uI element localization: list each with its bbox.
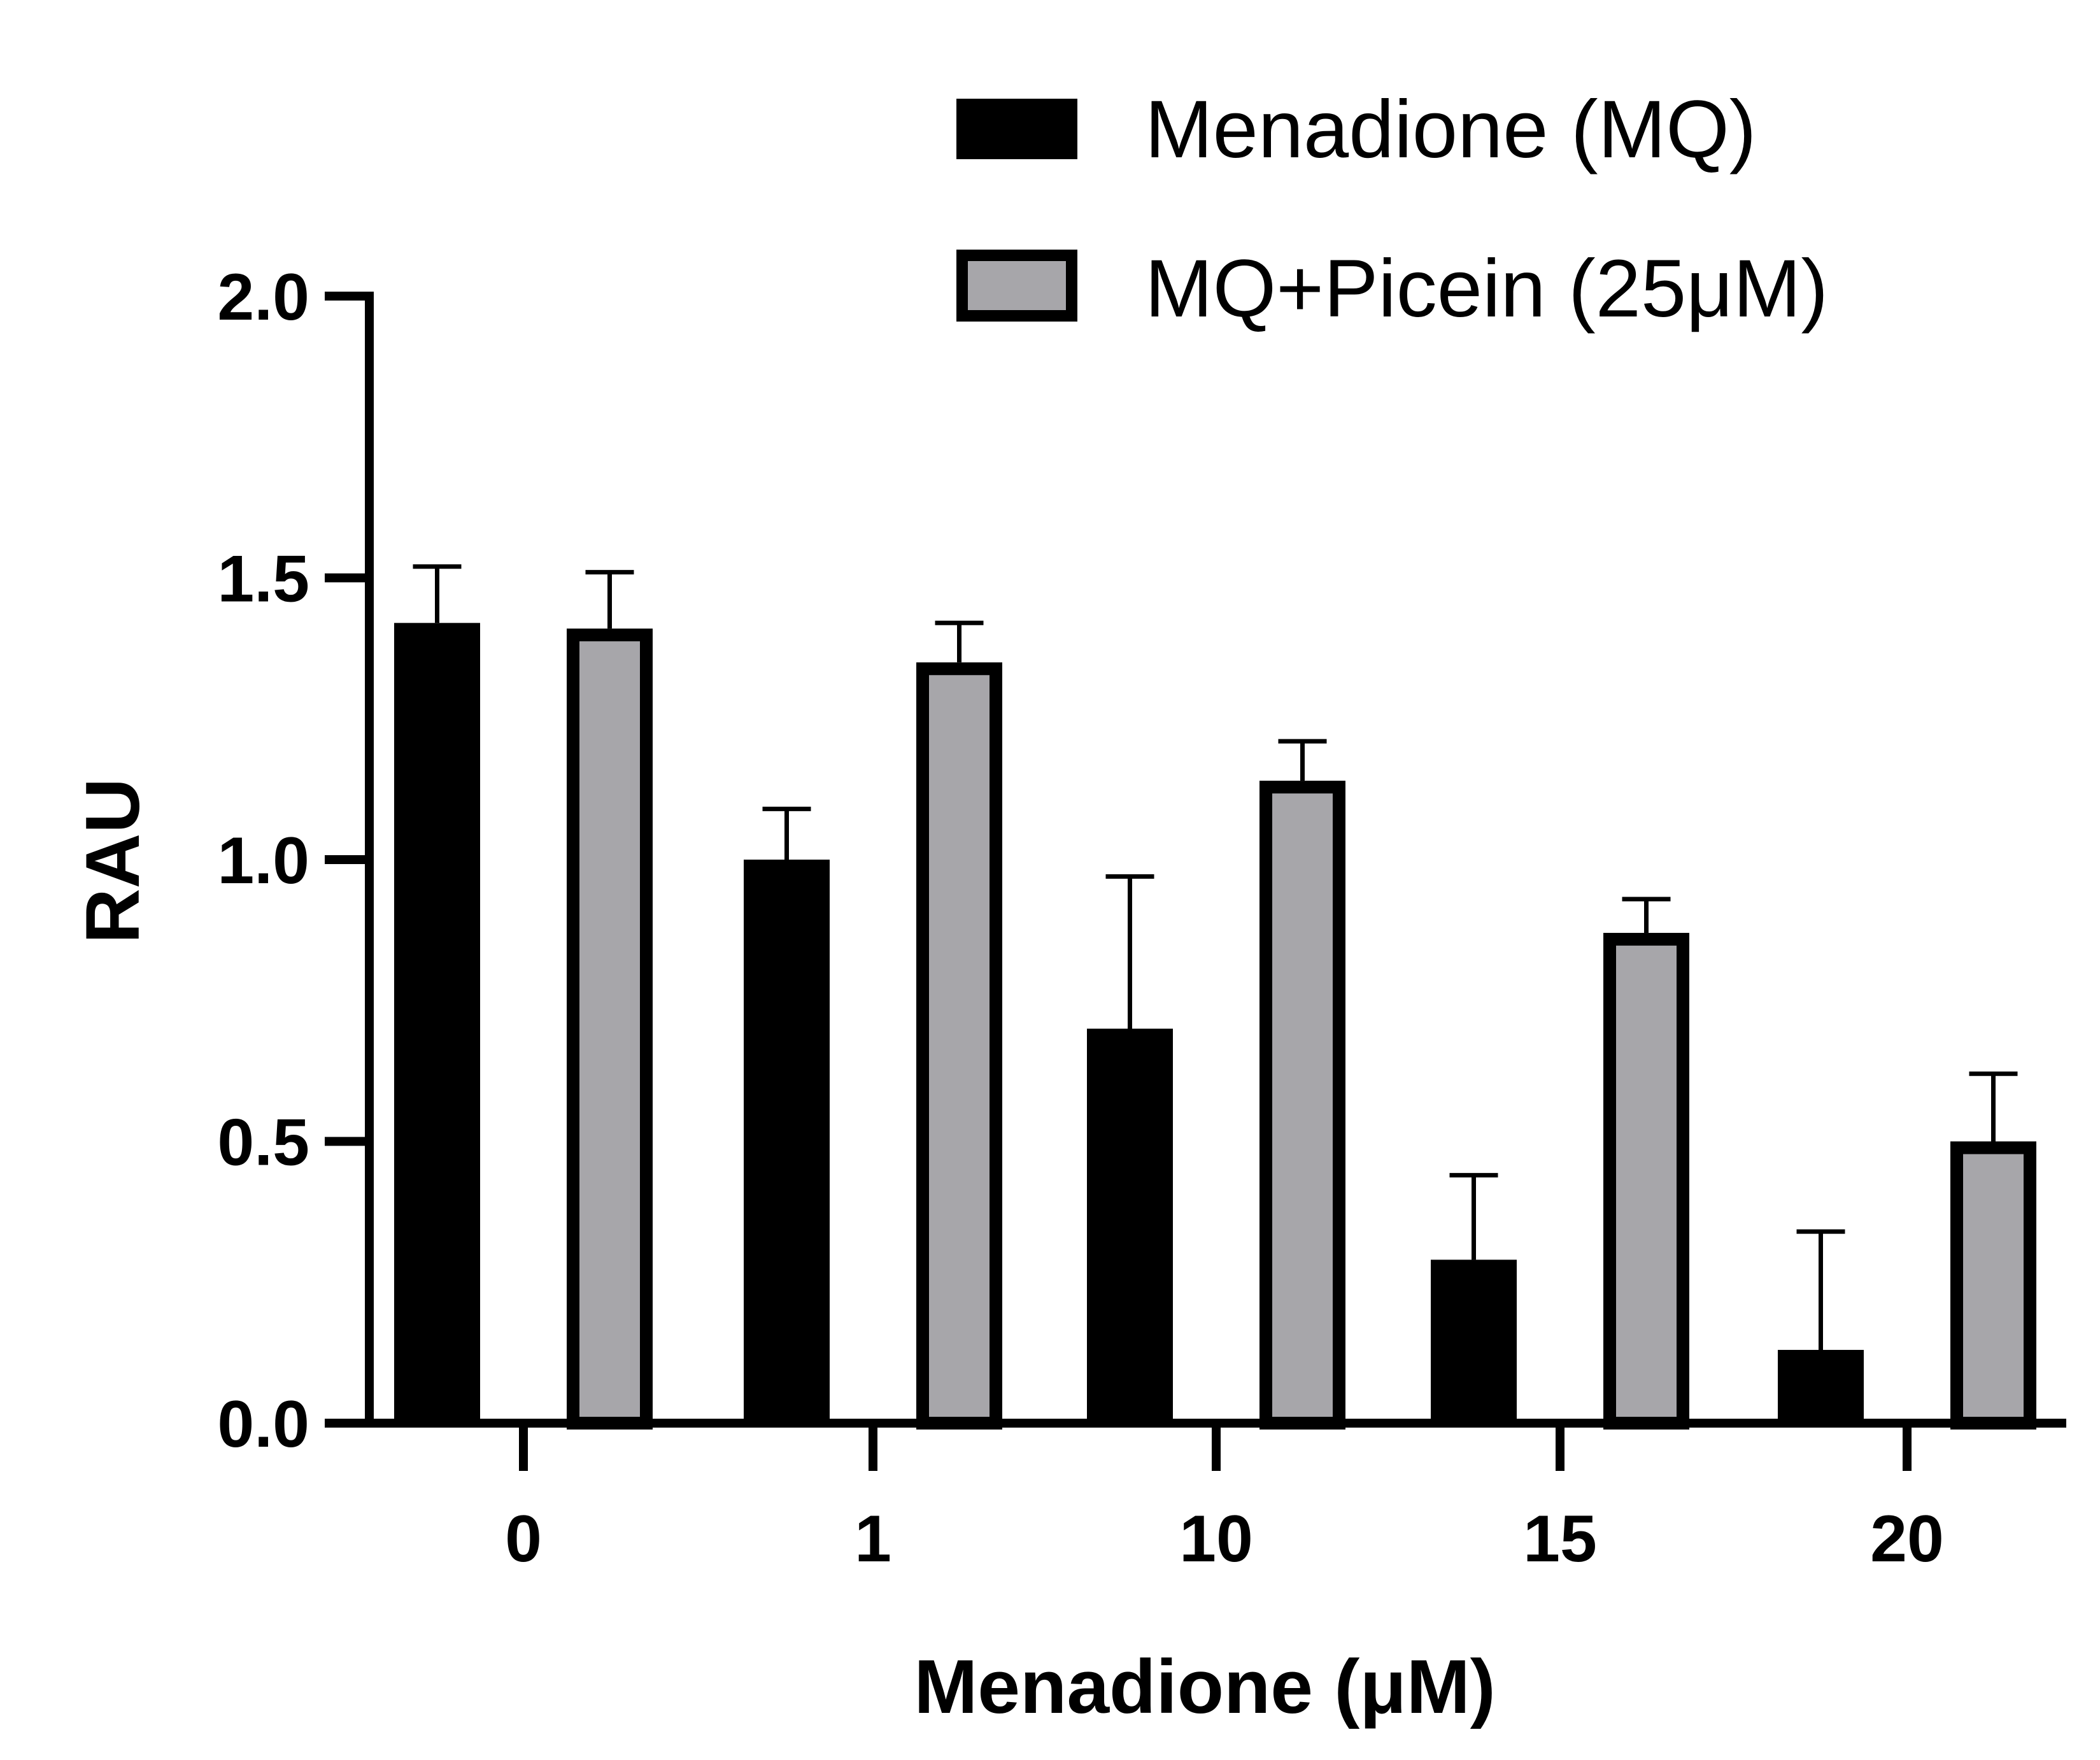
legend-label-mq-picein: MQ+Picein (25μM) [1145,243,1828,334]
bar-menadione [1431,1260,1517,1423]
x-tick-label: 0 [505,1502,542,1576]
bar-mq-picein [1603,933,1689,1430]
x-axis-title: Menadione (μM) [914,1644,1495,1729]
bar-mq-picein [567,628,653,1430]
x-tick-label: 10 [1179,1502,1253,1576]
legend: Menadione (MQ) MQ+Picein (25μM) [956,84,1828,334]
x-tick-label: 15 [1523,1502,1597,1576]
error-bars-layer [413,564,2018,1350]
bars-layer [394,623,2036,1430]
legend-swatch-menadione [956,99,1077,159]
y-tick-label: 0.0 [217,1387,309,1461]
bar-menadione [744,860,830,1423]
bar-mq-picein [916,662,1002,1430]
y-ticks: 0.0 0.5 1.0 1.5 2.0 [217,260,369,1461]
bar-menadione [394,623,480,1423]
x-ticks: 0 1 10 15 20 [505,1423,1944,1576]
bar-menadione [1087,1028,1173,1423]
y-tick-label: 0.5 [217,1106,309,1180]
y-tick-label: 2.0 [217,260,309,334]
y-tick-label: 1.0 [217,824,309,898]
bar-mq-picein [1950,1141,2036,1430]
y-axis-title: RAU [70,778,155,944]
bar-menadione [1778,1349,1864,1423]
y-tick-label: 1.5 [217,543,309,616]
legend-swatch-mq-picein [956,250,1077,322]
legend-label-menadione: Menadione (MQ) [1145,84,1756,175]
bar-mq-picein [1259,781,1345,1430]
x-tick-label: 1 [855,1502,891,1576]
x-tick-label: 20 [1870,1502,1944,1576]
